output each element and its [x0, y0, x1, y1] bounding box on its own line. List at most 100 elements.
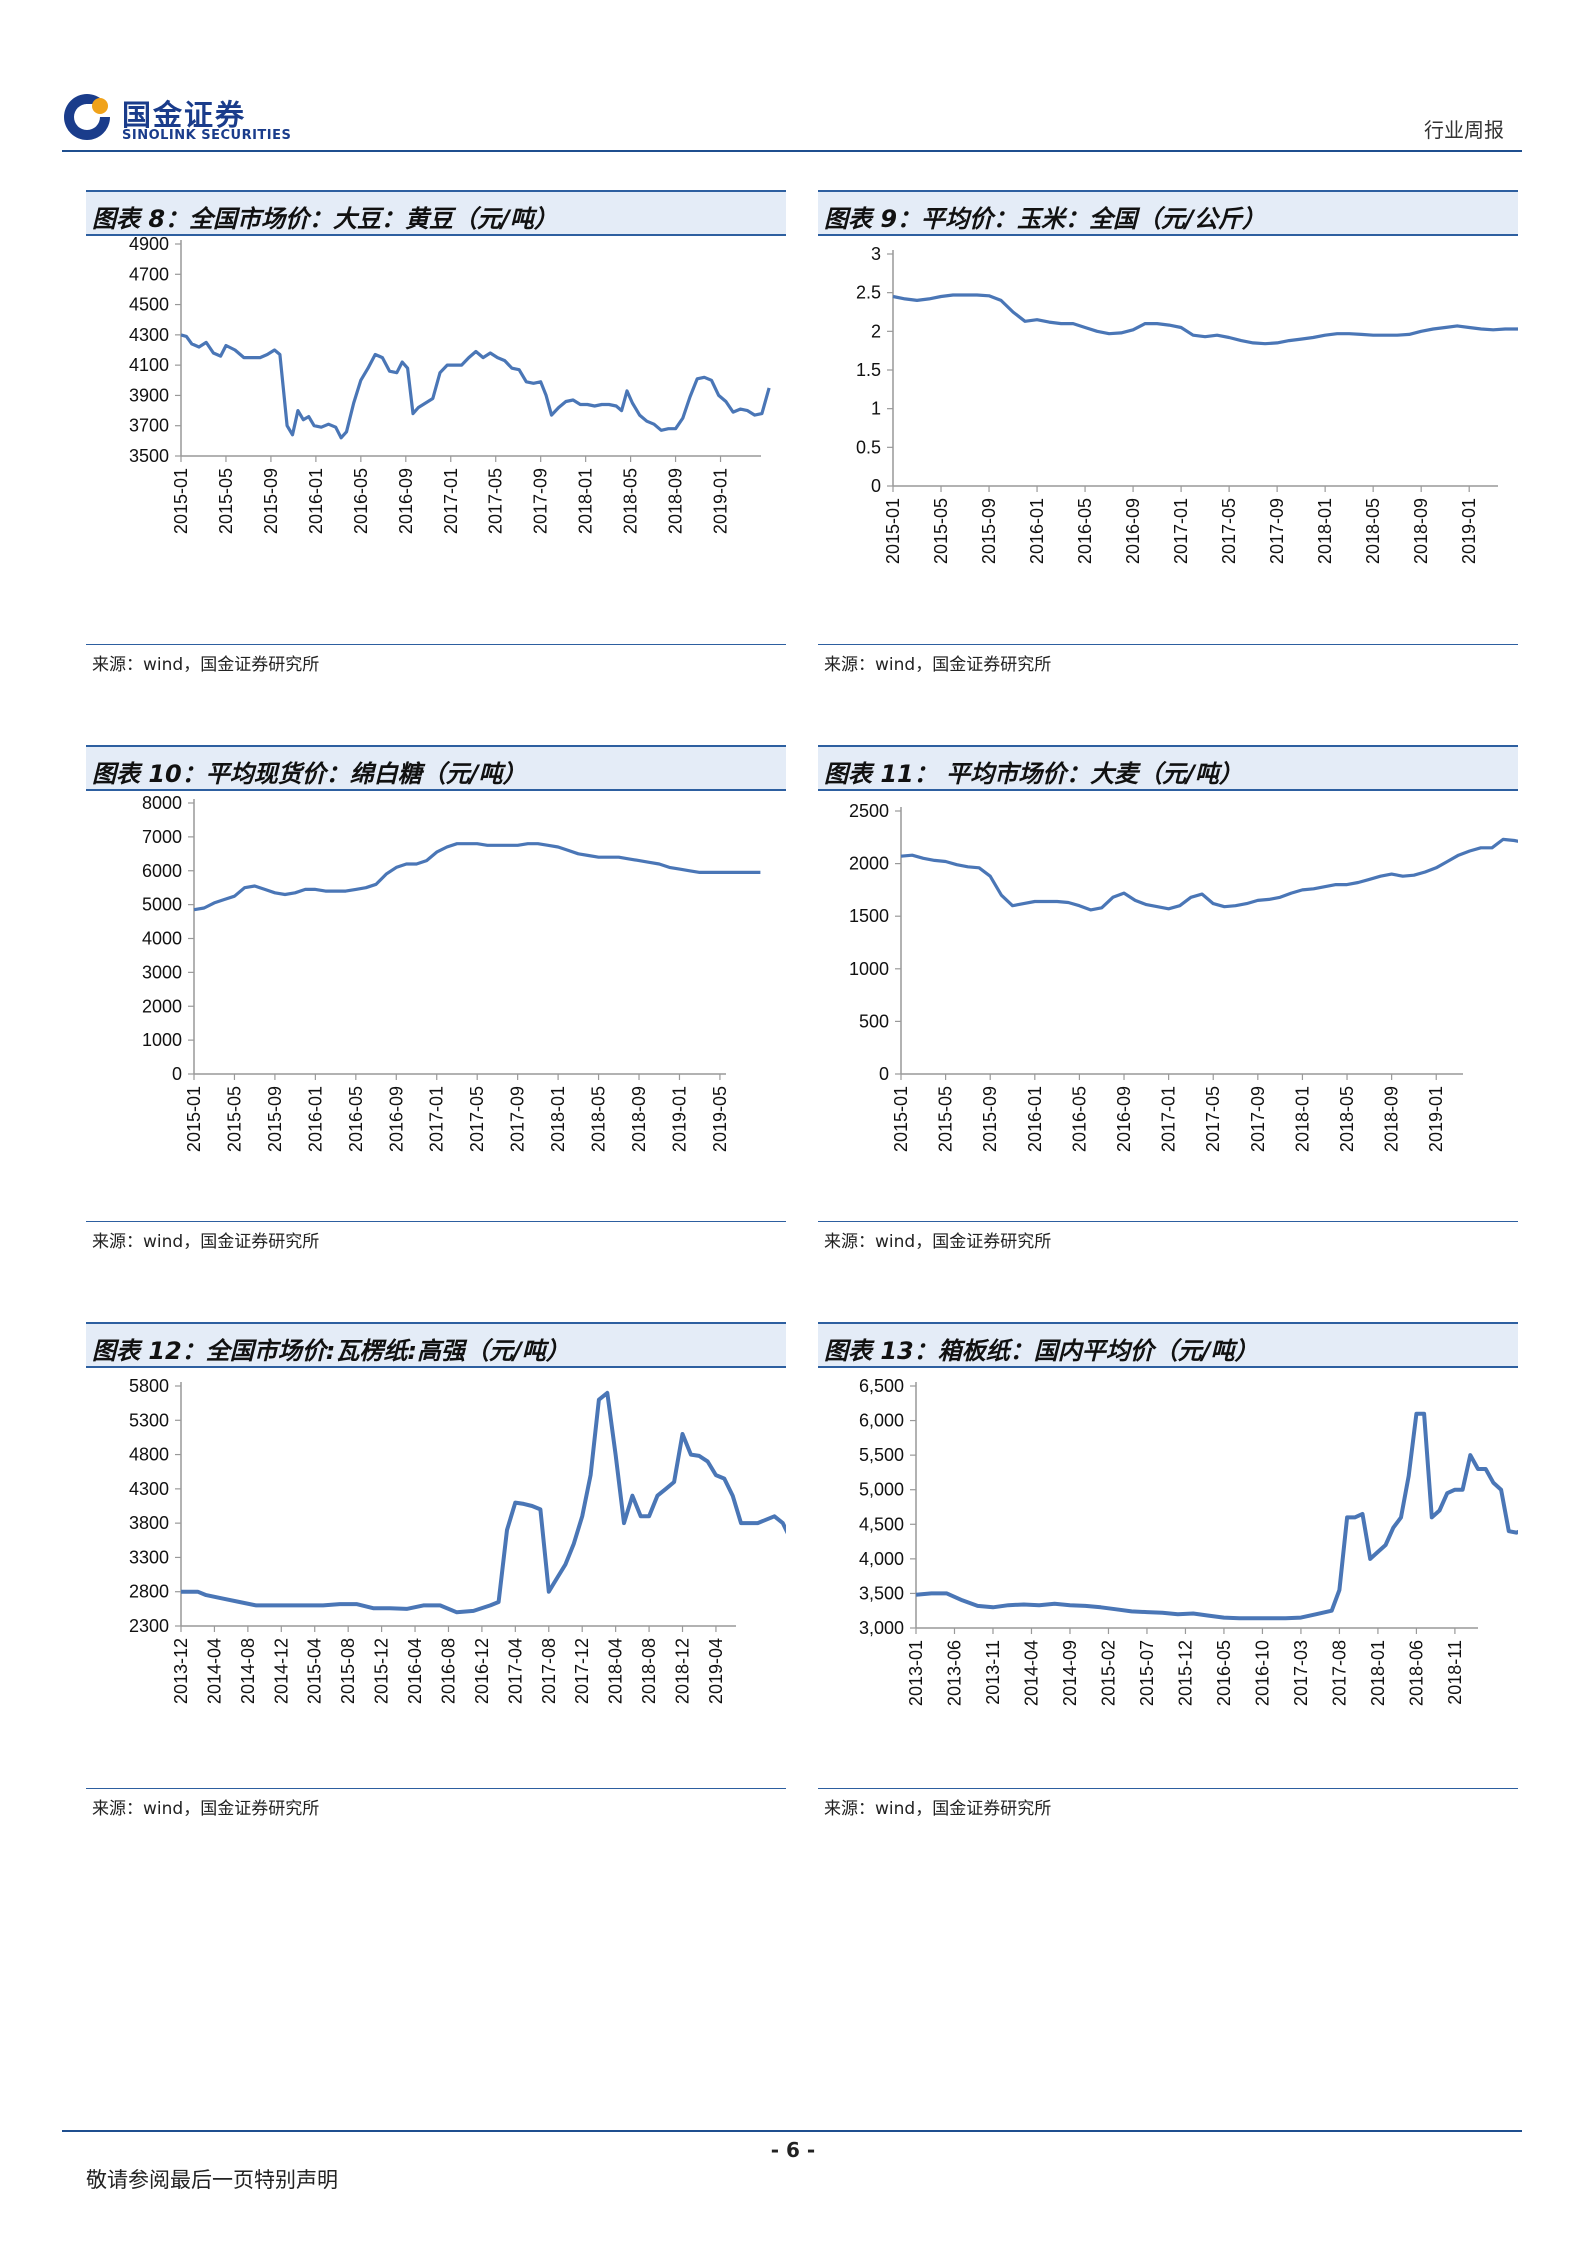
x-tick-label: 2013-11 — [983, 1640, 1003, 1705]
x-tick-label: 2014-08 — [238, 1638, 258, 1704]
x-tick-label: 2018-01 — [576, 468, 596, 534]
chart-title: 图表 9：平均价：玉米：全国（元/公斤） — [824, 205, 1266, 233]
chart-title: 图表 11： 平均市场价：大麦（元/吨） — [824, 760, 1243, 788]
x-tick-label: 2018-09 — [666, 468, 686, 534]
y-tick-label: 4,500 — [859, 1514, 904, 1534]
x-tick-label: 2018-01 — [1368, 1640, 1388, 1706]
chart-source: 来源：wind，国金证券研究所 — [824, 1799, 1052, 1819]
chart-source: 来源：wind，国金证券研究所 — [92, 1232, 320, 1252]
x-tick-label: 2016-01 — [1027, 498, 1047, 564]
y-tick-label: 4900 — [129, 234, 169, 254]
y-tick-label: 2.5 — [856, 283, 881, 303]
chart-panel-corn: 图表 9：平均价：玉米：全国（元/公斤） 0 0.5 1 1.5 2 2.5 3 2015-0… — [818, 190, 1518, 710]
y-tick-label: 3000 — [142, 962, 182, 982]
chart-title-bar: 图表 10：平均现货价：绵白糖（元/吨） — [86, 745, 786, 791]
x-tick-label: 2017-09 — [1248, 1086, 1268, 1152]
y-tick-label: 4100 — [129, 355, 169, 375]
corn-price-chart: 0 0.5 1 1.5 2 2.5 3 2015-01 2015-05 2015-09 2016-0… — [856, 244, 1518, 564]
x-tick-label: 2019-05 — [710, 1086, 730, 1152]
x-tick-label: 2018-05 — [1337, 1086, 1357, 1152]
x-tick-label: 2015-07 — [1137, 1640, 1157, 1706]
x-tick-label: 2016-01 — [305, 1086, 325, 1152]
report-type-label: 行业周报 — [1424, 118, 1504, 142]
chart-source: 来源：wind，国金证券研究所 — [92, 655, 320, 675]
x-tick-label: 2018-08 — [639, 1638, 659, 1704]
x-tick-label: 2016-09 — [1123, 498, 1143, 564]
x-tick-label: 2016-01 — [306, 468, 326, 534]
x-tick-label: 2015-04 — [305, 1638, 325, 1704]
chart-panel-soybean: 图表 8：全国市场价：大豆：黄豆（元/吨） 3500 3700 3900 4100 43… — [86, 190, 786, 710]
y-tick-label: 500 — [859, 1011, 889, 1031]
disclaimer-text: 敬请参阅最后一页特别声明 — [86, 2168, 338, 2192]
y-tick-label: 4,000 — [859, 1549, 904, 1569]
y-tick-label: 0 — [879, 1064, 889, 1084]
footer-divider — [62, 2130, 1522, 2132]
y-tick-label: 0.5 — [856, 437, 881, 457]
x-tick-label: 2017-09 — [1267, 498, 1287, 564]
chart-source: 来源：wind，国金证券研究所 — [92, 1799, 320, 1819]
x-tick-label: 2018-06 — [1406, 1640, 1426, 1706]
y-tick-label: 1500 — [849, 906, 889, 926]
x-tick-label: 2018-12 — [673, 1638, 693, 1704]
page-header: 国金证券 SINOLINK SECURITIES 行业周报 — [62, 88, 1522, 148]
x-tick-label: 2017-05 — [1203, 1086, 1223, 1152]
x-tick-label: 2017-12 — [572, 1638, 592, 1704]
x-tick-label: 2014-09 — [1060, 1640, 1080, 1706]
x-tick-label: 2018-01 — [1292, 1086, 1312, 1152]
source-divider — [86, 1788, 786, 1789]
x-tick-label: 2015-09 — [980, 1086, 1000, 1152]
x-tick-label: 2015-09 — [261, 468, 281, 534]
chart-source: 来源：wind，国金证券研究所 — [824, 655, 1052, 675]
x-tick-label: 2017-04 — [505, 1638, 525, 1704]
x-tick-label: 2018-09 — [629, 1086, 649, 1152]
x-tick-label: 2018-11 — [1445, 1640, 1465, 1705]
x-tick-label: 2018-01 — [548, 1086, 568, 1152]
y-tick-label: 3900 — [129, 385, 169, 405]
chart-panel-containerboard: 图表 13：箱板纸：国内平均价（元/吨） 3,000 3,500 4,000 4,50… — [818, 1322, 1518, 1842]
sinolink-logo-icon — [64, 94, 112, 140]
y-tick-label: 4800 — [129, 1445, 169, 1465]
x-tick-label: 2015-01 — [184, 1086, 204, 1152]
y-tick-label: 6,500 — [859, 1376, 904, 1396]
x-tick-label: 2015-12 — [372, 1638, 392, 1704]
y-tick-label: 2000 — [142, 996, 182, 1016]
y-tick-label: 5,000 — [859, 1480, 904, 1500]
y-tick-label: 3800 — [129, 1513, 169, 1533]
logo-chinese-name: 国金证券 — [122, 98, 247, 132]
y-tick-label: 7000 — [142, 827, 182, 847]
y-tick-label: 4500 — [129, 295, 169, 315]
x-tick-label: 2019-01 — [711, 468, 731, 534]
y-tick-label: 3,500 — [859, 1583, 904, 1603]
source-divider — [818, 1221, 1518, 1222]
x-tick-label: 2018-04 — [606, 1638, 626, 1704]
y-tick-label: 1000 — [142, 1030, 182, 1050]
y-tick-label: 4700 — [129, 264, 169, 284]
chart-title-bar: 图表 12：全国市场价:瓦楞纸:高强（元/吨） — [86, 1322, 786, 1368]
x-tick-label: 2015-01 — [171, 468, 191, 534]
x-tick-label: 2016-09 — [386, 1086, 406, 1152]
x-tick-label: 2015-01 — [891, 1086, 911, 1152]
x-tick-label: 2015-08 — [338, 1638, 358, 1704]
series-line — [900, 837, 1518, 912]
x-tick-label: 2015-09 — [265, 1086, 285, 1152]
soybean-price-chart: 3500 3700 3900 4100 4300 4500 4700 4900 2015-01 2… — [129, 234, 771, 534]
containerboard-price-chart: 3,000 3,500 4,000 4,500 5,000 5,500 6,000 6,500… — [859, 1376, 1518, 1706]
x-tick-label: 2015-01 — [883, 498, 903, 564]
y-tick-label: 2800 — [129, 1582, 169, 1602]
y-tick-label: 3300 — [129, 1547, 169, 1567]
x-tick-label: 2016-05 — [351, 468, 371, 534]
x-tick-label: 2017-08 — [1329, 1640, 1349, 1706]
y-tick-label: 4300 — [129, 1479, 169, 1499]
x-tick-label: 2019-04 — [706, 1638, 726, 1704]
y-tick-label: 2500 — [849, 801, 889, 821]
x-tick-label: 2015-12 — [1175, 1640, 1195, 1706]
x-tick-label: 2014-04 — [204, 1638, 224, 1704]
series-line — [180, 333, 771, 440]
x-tick-label: 2016-04 — [405, 1638, 425, 1704]
y-tick-label: 0 — [172, 1064, 182, 1084]
x-tick-label: 2017-01 — [1171, 498, 1191, 564]
x-tick-label: 2016-05 — [1069, 1086, 1089, 1152]
chart-title-bar: 图表 11： 平均市场价：大麦（元/吨） — [818, 745, 1518, 791]
x-tick-label: 2017-08 — [539, 1638, 559, 1704]
chart-title: 图表 10：平均现货价：绵白糖（元/吨） — [92, 760, 527, 788]
